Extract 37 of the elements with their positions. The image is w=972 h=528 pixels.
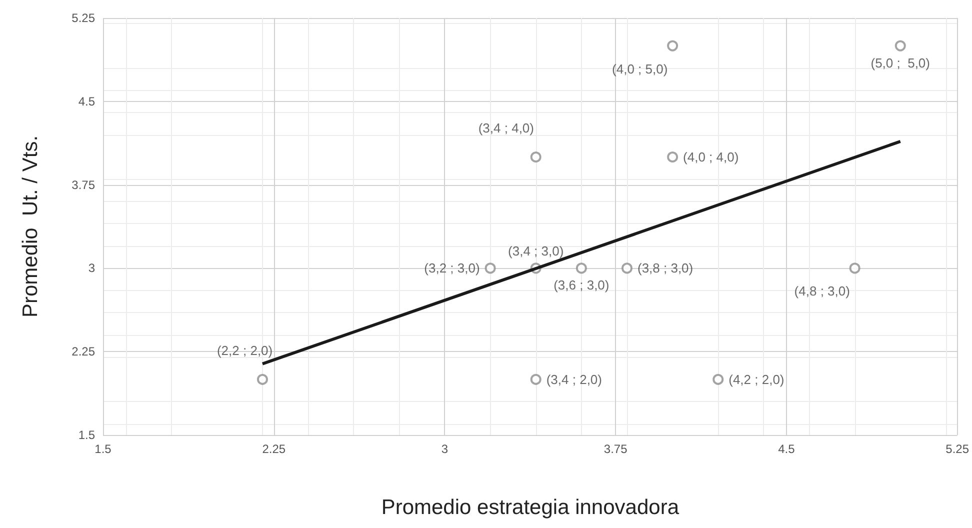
x-tick-label: 2.25 xyxy=(262,442,286,456)
point xyxy=(712,374,724,385)
point xyxy=(849,262,860,274)
point xyxy=(576,262,587,274)
data-label: (3,2 ; 3,0) xyxy=(424,260,480,276)
point xyxy=(667,40,678,52)
x-tick-label: 5.25 xyxy=(946,442,970,456)
y-tick-label: 5.25 xyxy=(72,11,96,25)
point xyxy=(621,262,632,274)
y-tick-label: 2.25 xyxy=(72,344,96,359)
data-label: (4,0 ; 5,0) xyxy=(612,61,668,76)
y-axis-title: Promedio Ut. / Vts. xyxy=(19,135,42,318)
x-tick-label: 3.75 xyxy=(604,442,628,456)
data-label: (4,2 ; 2,0) xyxy=(728,372,784,387)
data-label: (3,4 ; 2,0) xyxy=(546,372,602,387)
point xyxy=(256,374,268,385)
data-label: (4,0 ; 4,0) xyxy=(683,150,739,164)
point xyxy=(894,40,906,52)
y-tick-label: 1.5 xyxy=(78,428,96,442)
x-tick-label: 3 xyxy=(441,442,448,456)
x-tick-label: 4.5 xyxy=(778,442,796,456)
x-axis-title: Promedio estrategia innovadora xyxy=(381,496,680,519)
data-label: (3,4 ; 3,0) xyxy=(508,244,564,259)
y-tick-label: 3 xyxy=(88,261,96,276)
point xyxy=(530,152,542,162)
point xyxy=(667,152,678,162)
data-label: (2,2 ; 2,0) xyxy=(216,342,273,358)
data-label: (3,8 ; 3,0) xyxy=(637,260,694,276)
point xyxy=(530,374,542,385)
x-tick-label: 1.5 xyxy=(94,442,112,456)
data-label: (5,0 ; 5,0) xyxy=(870,55,930,70)
data-label: (3,6 ; 3,0) xyxy=(554,278,610,293)
data-label: (4,8 ; 3,0) xyxy=(794,284,850,299)
point xyxy=(484,262,496,274)
data-label: (3,4 ; 4,0) xyxy=(478,120,534,136)
y-tick-label: 3.75 xyxy=(72,178,96,192)
y-tick-label: 4.5 xyxy=(78,94,96,108)
